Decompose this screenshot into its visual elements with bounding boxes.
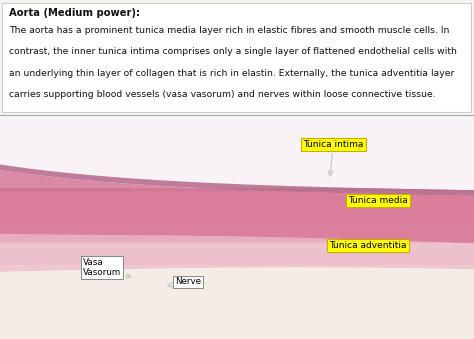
FancyBboxPatch shape: [2, 3, 471, 112]
Text: contrast, the inner tunica intima comprises only a single layer of flattened end: contrast, the inner tunica intima compri…: [9, 47, 456, 56]
Polygon shape: [0, 234, 474, 272]
Text: Nerve: Nerve: [168, 277, 201, 287]
Text: carries supporting blood vessels (vasa vasorum) and nerves within loose connecti: carries supporting blood vessels (vasa v…: [9, 90, 435, 99]
Text: an underlying thin layer of collagen that is rich in elastin. Externally, the tu: an underlying thin layer of collagen tha…: [9, 68, 454, 78]
Polygon shape: [0, 170, 474, 243]
Text: Tunica intima: Tunica intima: [303, 140, 364, 176]
Text: Vasa
Vasorum: Vasa Vasorum: [83, 258, 131, 278]
Polygon shape: [0, 164, 474, 196]
Text: Tunica media: Tunica media: [348, 196, 408, 205]
Text: The aorta has a prominent tunica media layer rich in elastic fibres and smooth m: The aorta has a prominent tunica media l…: [9, 26, 449, 35]
Polygon shape: [0, 115, 474, 190]
Text: Aorta (Medium power):: Aorta (Medium power):: [9, 8, 140, 18]
Text: Tunica adventitia: Tunica adventitia: [329, 241, 407, 250]
Polygon shape: [0, 267, 474, 339]
